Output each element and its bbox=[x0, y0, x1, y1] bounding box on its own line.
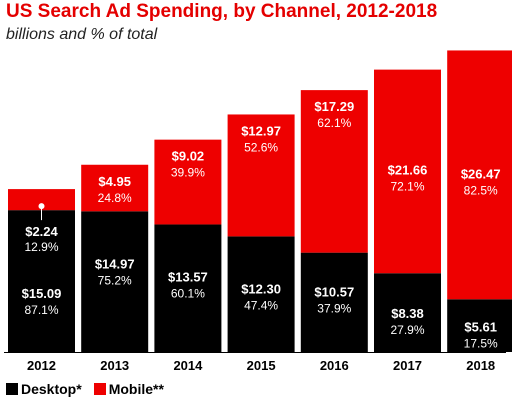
bar-desktop-2017 bbox=[374, 273, 441, 352]
label-desktop-pct-2017: 27.9% bbox=[390, 323, 424, 337]
legend-swatch-desktop bbox=[6, 383, 18, 395]
label-mobile-pct-2012: 12.9% bbox=[24, 240, 58, 254]
label-desktop-value-2016: $10.57 bbox=[314, 285, 354, 300]
x-axis-ticks: 2012 2013 2014 2015 2016 2017 2018 bbox=[27, 358, 495, 373]
bars-layer bbox=[8, 50, 512, 352]
label-desktop-pct-2012: 87.1% bbox=[24, 303, 58, 317]
legend-item-desktop: Desktop* bbox=[6, 381, 82, 397]
chart-title: US Search Ad Spending, by Channel, 2012-… bbox=[6, 1, 438, 22]
x-tick-2018: 2018 bbox=[466, 358, 495, 373]
label-mobile-value-2016: $17.29 bbox=[314, 99, 354, 114]
bar-mobile-2018 bbox=[447, 50, 512, 300]
label-desktop-value-2012: $15.09 bbox=[22, 286, 62, 301]
label-desktop-pct-2015: 47.4% bbox=[244, 298, 278, 312]
bar-mobile-2015 bbox=[227, 114, 295, 237]
label-desktop-value-2018: $5.61 bbox=[464, 319, 497, 334]
x-tick-2013: 2013 bbox=[100, 358, 129, 373]
bar-desktop-2013 bbox=[81, 211, 149, 352]
label-desktop-value-2017: $8.38 bbox=[391, 306, 424, 321]
x-tick-2017: 2017 bbox=[393, 358, 422, 373]
legend-label-desktop: Desktop* bbox=[21, 381, 82, 397]
bar-desktop-2014 bbox=[154, 224, 222, 352]
x-tick-2015: 2015 bbox=[247, 358, 276, 373]
label-mobile-pct-2018: 82.5% bbox=[464, 183, 498, 197]
x-tick-2012: 2012 bbox=[27, 358, 56, 373]
label-mobile-value-2014: $9.02 bbox=[172, 149, 205, 164]
label-desktop-pct-2014: 60.1% bbox=[171, 286, 205, 300]
x-tick-2016: 2016 bbox=[320, 358, 349, 373]
bar-mobile-2017 bbox=[374, 69, 441, 274]
label-mobile-value-2017: $21.66 bbox=[388, 163, 428, 178]
legend: Desktop* Mobile** bbox=[6, 381, 176, 397]
label-desktop-value-2013: $14.97 bbox=[95, 256, 135, 271]
label-mobile-pct-2013: 24.8% bbox=[98, 191, 132, 205]
bar-mobile-2014 bbox=[154, 139, 222, 225]
legend-label-mobile: Mobile** bbox=[108, 381, 164, 397]
label-pointer-dot-2012 bbox=[38, 203, 45, 210]
label-desktop-pct-2013: 75.2% bbox=[98, 273, 132, 287]
bar-mobile-2013 bbox=[81, 164, 149, 212]
label-mobile-pct-2014: 39.9% bbox=[171, 166, 205, 180]
label-desktop-pct-2016: 37.9% bbox=[317, 302, 351, 316]
label-mobile-value-2018: $26.47 bbox=[461, 166, 501, 181]
label-mobile-pct-2016: 62.1% bbox=[317, 116, 351, 130]
bar-desktop-2018 bbox=[447, 299, 512, 352]
x-tick-2014: 2014 bbox=[173, 358, 203, 373]
bar-mobile-2012 bbox=[8, 189, 75, 211]
chart-subtitle: billions and % of total bbox=[6, 26, 158, 43]
label-desktop-value-2015: $12.30 bbox=[241, 281, 281, 296]
legend-swatch-mobile bbox=[93, 383, 106, 395]
bar-desktop-2015 bbox=[227, 236, 295, 352]
label-mobile-value-2012: $2.24 bbox=[25, 224, 58, 239]
label-desktop-value-2014: $13.57 bbox=[168, 269, 208, 284]
label-desktop-pct-2018: 17.5% bbox=[464, 336, 498, 350]
bar-mobile-2016 bbox=[300, 90, 368, 253]
label-mobile-value-2013: $4.95 bbox=[98, 174, 131, 189]
legend-item-mobile: Mobile** bbox=[93, 381, 164, 397]
label-mobile-pct-2015: 52.6% bbox=[244, 140, 278, 154]
bar-desktop-2012 bbox=[8, 210, 75, 352]
label-mobile-pct-2017: 72.1% bbox=[390, 180, 424, 194]
bar-desktop-2016 bbox=[300, 252, 368, 352]
label-mobile-value-2015: $12.97 bbox=[241, 123, 281, 138]
